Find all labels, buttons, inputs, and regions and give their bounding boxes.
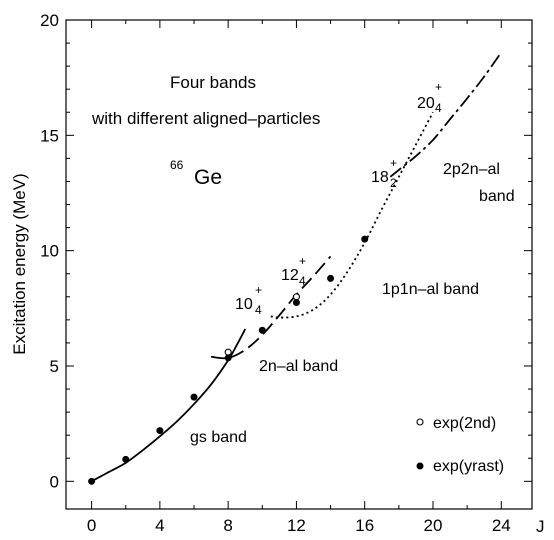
legend-marker-exp-yrast <box>416 462 424 470</box>
series-curve-1p1n-al-band <box>270 111 434 319</box>
y-tick-label-5: 5 <box>50 357 59 376</box>
band-label-1p1n: 1p1n–al band <box>382 281 479 298</box>
legend: exp(2nd) exp(yrast) <box>416 415 504 475</box>
band-label-gs: gs band <box>190 429 247 446</box>
annotation-title-line1: Four bands <box>170 73 256 92</box>
legend-label-exp-yrast: exp(yrast) <box>433 458 504 475</box>
y-tick-label-0: 0 <box>50 472 59 491</box>
state-10-sub: 4 <box>255 303 262 317</box>
state-12-sup: + <box>299 254 306 268</box>
state-label-20: 20 + 4 <box>417 80 442 115</box>
band-label-2p2n-line2: band <box>479 188 515 205</box>
point-exp-yrast-16 <box>361 235 369 243</box>
x-tick-label-4: 4 <box>155 516 164 535</box>
point-exp-2nd-8 <box>224 348 232 356</box>
x-tick-label-24: 24 <box>492 516 511 535</box>
state-12-base: 12 <box>281 267 299 284</box>
x-tick-label-16: 16 <box>355 516 374 535</box>
series-curve-2n-al-band <box>210 255 332 360</box>
y-tick-label-20: 20 <box>40 11 59 30</box>
x-tick-label-20: 20 <box>424 516 443 535</box>
x-tick-label-0: 0 <box>87 516 96 535</box>
series-curve-2p2n-al-band <box>389 51 503 178</box>
series-curve-gs-band <box>91 328 247 483</box>
point-exp-yrast-4 <box>156 427 164 435</box>
point-exp-yrast-8 <box>224 354 232 362</box>
state-18-base: 18 <box>371 169 389 186</box>
y-axis-label: Excitation energy (MeV) <box>10 173 29 354</box>
state-label-18: 18 + 2 <box>371 156 397 190</box>
state-label-12: 12 + 4 <box>281 254 306 288</box>
x-tick-label-8: 8 <box>223 516 232 535</box>
point-exp-yrast-0 <box>88 477 96 485</box>
annotation-title-line2: with different aligned–particles <box>91 109 320 128</box>
state-18-sup: + <box>390 156 397 170</box>
y-tick-label-15: 15 <box>40 126 59 145</box>
point-exp-yrast-14 <box>327 274 335 282</box>
band-curves <box>91 51 503 483</box>
point-exp-yrast-12 <box>292 299 300 307</box>
nucleus-mass: 66 <box>170 158 184 172</box>
point-exp-yrast-6 <box>190 393 198 401</box>
axis-ticks <box>66 19 532 509</box>
nucleus-label: 66 Ge <box>170 158 222 189</box>
state-20-sub: 4 <box>435 101 442 115</box>
plot-frame <box>65 19 533 510</box>
band-label-2n: 2n–al band <box>259 358 338 375</box>
state-10-sup: + <box>255 283 262 297</box>
state-20-sup: + <box>435 80 442 94</box>
state-10-base: 10 <box>235 296 253 313</box>
y-tick-label-10: 10 <box>40 242 59 261</box>
state-18-sub: 2 <box>390 176 397 190</box>
point-exp-yrast-10 <box>258 326 266 334</box>
state-label-10: 10 + 4 <box>235 283 262 317</box>
legend-label-exp-2nd: exp(2nd) <box>433 415 496 432</box>
data-points <box>88 235 369 485</box>
state-20-base: 20 <box>417 95 435 112</box>
nucleus-symbol: Ge <box>194 166 222 189</box>
x-tick-label-12: 12 <box>287 516 306 535</box>
point-exp-yrast-2 <box>122 455 130 463</box>
legend-marker-exp-2nd <box>416 418 424 426</box>
point-exp-2nd-12 <box>292 293 300 301</box>
x-axis-label: J <box>536 517 545 536</box>
band-label-2p2n-line1: 2p2n–al <box>443 161 500 178</box>
state-12-sub: 4 <box>299 274 306 288</box>
